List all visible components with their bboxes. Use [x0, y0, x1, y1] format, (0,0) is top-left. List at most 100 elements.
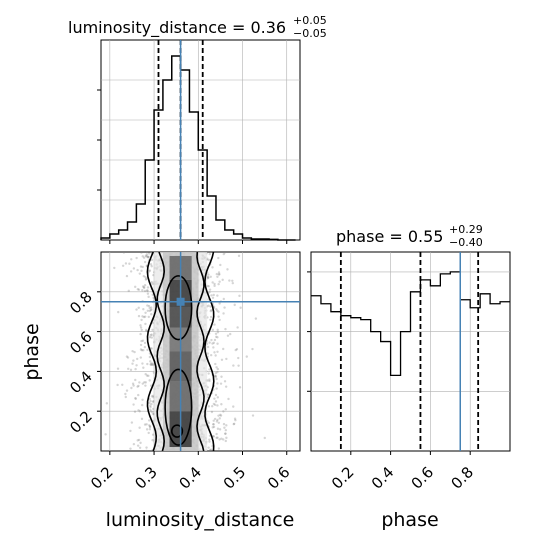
scatter-point [210, 410, 214, 414]
scatter-point [207, 405, 211, 408]
scatter-point [213, 374, 217, 378]
scatter-point [151, 411, 154, 414]
scatter-point [219, 263, 222, 267]
panel-2d-scatter-contour: 0.2 0.3 0.4 0.5 0.6 0.2 0.4 0.6 0.8 luminosity_… [21, 251, 301, 531]
scatter-point [144, 384, 147, 387]
scatter-point [144, 311, 147, 314]
scatter-point [215, 436, 218, 440]
scatter-point [134, 397, 137, 400]
scatter-point [136, 357, 139, 361]
scatter-point [232, 364, 235, 367]
scatter-point [217, 271, 221, 274]
scatter-point [142, 286, 146, 289]
scatter-point [223, 252, 227, 254]
scatter-point [149, 399, 152, 403]
scatter-point [225, 436, 228, 440]
scatter-point [152, 407, 155, 411]
scatter-point [215, 420, 219, 423]
scatter-point [151, 433, 155, 436]
scatter-point [150, 308, 153, 311]
scatter-point [148, 427, 152, 431]
scatter-point [213, 417, 217, 421]
scatter-point [132, 384, 135, 387]
scatter-point [147, 252, 151, 255]
scatter-point [214, 393, 218, 397]
scatter-point [212, 423, 215, 426]
scatter-point [238, 294, 241, 298]
scatter-point [151, 400, 155, 404]
scatter-point [207, 393, 210, 396]
scatter-point [131, 382, 135, 385]
scatter-point [146, 255, 150, 258]
contour-line [156, 252, 166, 451]
scatter-point [129, 447, 132, 450]
scatter-point [207, 421, 211, 425]
scatter-point [209, 353, 213, 357]
quantile-lines [339, 252, 480, 451]
scatter-point [207, 276, 210, 280]
scatter-point [208, 341, 211, 344]
scatter-point [130, 386, 133, 390]
scatter-point [133, 350, 136, 354]
scatter-point [149, 408, 152, 411]
scatter-point [145, 374, 149, 377]
scatter-point [206, 345, 210, 349]
scatter-point [137, 409, 140, 412]
scatter-point [214, 332, 218, 335]
scatter-point [146, 348, 149, 352]
scatter-point [214, 354, 217, 357]
scatter-point [238, 386, 242, 389]
scatter-point [137, 314, 141, 318]
scatter-point [144, 381, 147, 384]
scatter-point [218, 302, 221, 305]
scatter-point [213, 284, 216, 288]
scatter-point [140, 269, 143, 273]
scatter-point [134, 285, 137, 289]
scatter-point [239, 306, 242, 309]
scatter-point [210, 448, 213, 451]
scatter-point [141, 339, 145, 342]
scatter-point [251, 414, 255, 417]
scatter-point [263, 436, 266, 440]
scatter-point [215, 307, 218, 311]
scatter-point [215, 309, 219, 312]
x-tick-label: 0.8 [447, 463, 477, 493]
scatter-point [222, 312, 225, 315]
scatter-point [217, 421, 221, 424]
scatter-point [96, 284, 98, 286]
scatter-point [149, 404, 152, 407]
y-tick-label: 0.2 [66, 407, 96, 437]
scatter-point [141, 362, 144, 365]
scatter-point [224, 385, 228, 388]
scatter-point [145, 328, 148, 332]
scatter-point [150, 395, 154, 398]
scatter-point [222, 252, 226, 256]
scatter-point [213, 282, 216, 286]
scatter-point [142, 308, 145, 311]
scatter-point [209, 318, 212, 321]
scatter-point [152, 363, 155, 366]
scatter-point [212, 341, 215, 345]
scatter-point [213, 403, 217, 407]
panel-frame [310, 251, 511, 452]
scatter-point [147, 295, 150, 299]
contour-line [170, 424, 184, 438]
scatter-point [148, 355, 152, 359]
scatter-point [132, 403, 135, 406]
luminosity-distance-title-minus: −0.05 [293, 27, 327, 40]
scatter-point [224, 408, 227, 411]
scatter-point [149, 263, 153, 266]
scatter-point [216, 350, 219, 354]
scatter-point [144, 322, 147, 326]
scatter-point [150, 402, 153, 406]
scatter-point [130, 421, 134, 424]
scatter-point [206, 393, 210, 396]
scatter-point [208, 290, 211, 294]
scatter-point [142, 256, 146, 259]
scatter-point [145, 289, 149, 292]
scatter-point [141, 315, 144, 318]
scatter-point [139, 348, 143, 351]
scatter-point [152, 396, 155, 399]
scatter-point [138, 426, 141, 429]
scatter-point [134, 397, 137, 400]
